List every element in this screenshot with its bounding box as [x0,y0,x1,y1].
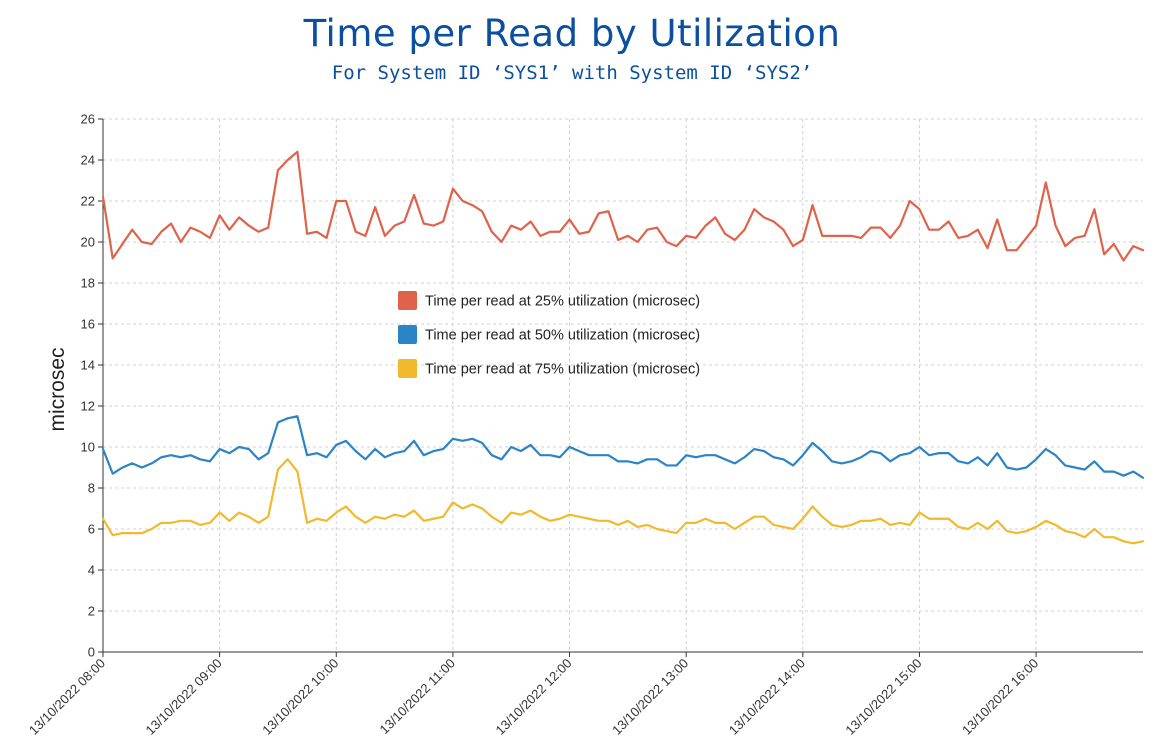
x-tick-label: 13/10/2022 14:00 [726,656,808,738]
x-tick-label: 13/10/2022 09:00 [143,656,225,738]
x-tick-label: 13/10/2022 08:00 [26,656,108,738]
grid [103,118,1143,652]
y-tick-label: 10 [81,440,95,455]
y-tick-label: 0 [88,645,95,660]
legend-swatch-3 [398,359,417,378]
chart-title: Time per Read by Utilization [303,12,841,55]
y-axis-label: microsec [46,347,69,431]
x-tick-label: 13/10/2022 10:00 [259,656,341,738]
y-tick-label: 22 [81,194,95,209]
y-tick-label: 26 [81,112,95,127]
y-tick-label: 6 [88,522,95,537]
y-tick-label: 8 [88,481,95,496]
x-tick-label: 13/10/2022 11:00 [377,656,458,737]
y-tick-label: 12 [81,399,95,414]
series-lines [101,150,1145,545]
y-tick-label: 20 [81,235,95,250]
chart-subtitle: For System ID ‘SYS1’ with System ID ‘SYS… [331,62,813,84]
y-tick-label: 18 [81,276,95,291]
x-tick-label: 13/10/2022 13:00 [609,656,691,738]
legend-label-3: Time per read at 75% utilization (micros… [425,362,700,378]
legend-swatch-1 [398,291,417,310]
series-line-1 [101,150,1145,262]
legend: Time per read at 25% utilization (micros… [398,291,700,378]
y-tick-label: 16 [81,317,95,332]
y-tick-label: 14 [81,358,95,373]
x-tick-label: 13/10/2022 16:00 [959,656,1041,738]
y-tick-label: 4 [88,563,95,578]
series-line-3 [101,458,1145,545]
legend-swatch-2 [398,325,417,344]
y-tick-label: 2 [88,604,95,619]
x-tick-label: 13/10/2022 15:00 [842,656,924,738]
legend-label-2: Time per read at 50% utilization (micros… [425,328,700,344]
series-line-2 [101,415,1145,479]
y-tick-label: 24 [81,153,95,168]
legend-label-1: Time per read at 25% utilization (micros… [425,294,700,310]
x-tick-label: 13/10/2022 12:00 [492,656,574,738]
